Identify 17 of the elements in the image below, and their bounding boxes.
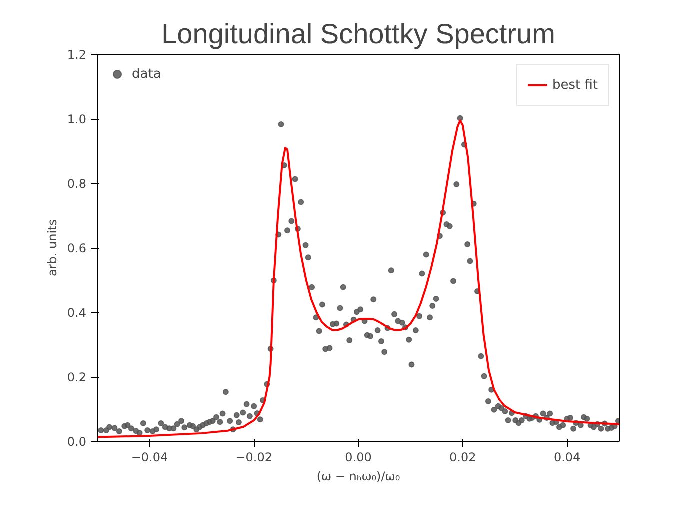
x-tick-label: 0.00	[345, 450, 372, 464]
y-tick-label: 1.0	[67, 112, 87, 126]
x-tick-label: 0.04	[554, 450, 581, 464]
x-tick-label: −0.04	[131, 450, 168, 464]
y-tick-label: 0.2	[67, 370, 87, 384]
x-axis-title: (ω − nₕω₀)/ω₀	[316, 470, 400, 484]
y-tick-label: 1.2	[67, 48, 87, 62]
x-tick-label: 0.02	[450, 450, 476, 464]
legend-label: data	[132, 66, 162, 82]
y-axis-title: arb. units	[45, 219, 60, 277]
chart-title: Longitudinal Schottky Spectrum	[162, 18, 556, 50]
y-tick-label: 0.0	[67, 435, 87, 449]
x-tick-label: −0.02	[236, 450, 272, 464]
y-tick-label: 0.6	[67, 242, 87, 256]
y-tick-label: 0.8	[67, 177, 87, 191]
legend-label: best fit	[552, 78, 598, 92]
y-tick-label: 0.4	[67, 306, 87, 320]
